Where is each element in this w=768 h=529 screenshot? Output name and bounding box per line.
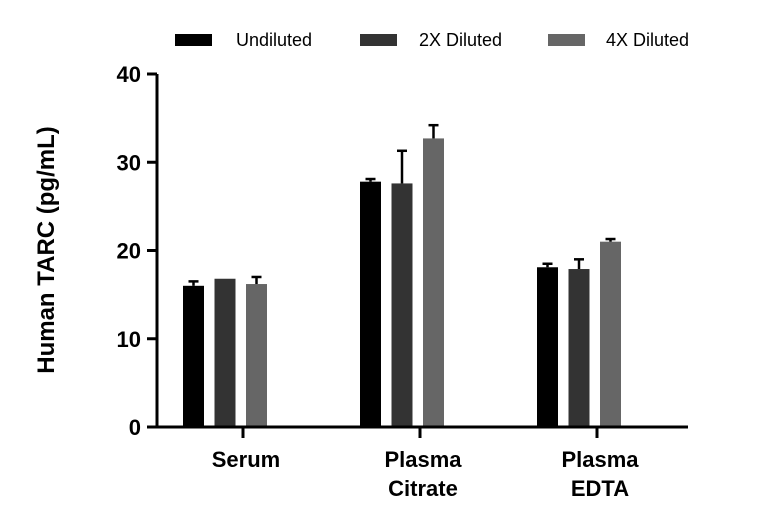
y-axis-title: Human TARC (pg/mL) bbox=[33, 126, 60, 374]
bar bbox=[537, 267, 558, 427]
legend-swatch bbox=[360, 34, 397, 46]
bar bbox=[391, 183, 413, 427]
x-category-label: Serum bbox=[212, 447, 280, 472]
y-tick-label: 20 bbox=[117, 239, 141, 264]
y-tick-label: 0 bbox=[129, 415, 141, 440]
bar bbox=[360, 181, 381, 427]
y-tick-label: 30 bbox=[117, 150, 141, 175]
legend-label: 4X Diluted bbox=[606, 30, 689, 50]
bars-layer bbox=[183, 123, 621, 428]
bar bbox=[183, 285, 204, 427]
bar bbox=[423, 138, 444, 428]
bar bbox=[246, 284, 267, 427]
x-category-label: Citrate bbox=[388, 476, 458, 501]
y-tick-label: 40 bbox=[117, 62, 141, 87]
y-tick-label: 10 bbox=[117, 327, 141, 352]
x-category-label: Plasma bbox=[561, 447, 639, 472]
bar bbox=[214, 278, 236, 427]
bar bbox=[600, 241, 621, 427]
axes-layer: 0 10 20 30 40 Serum Plasma Citrate Plasma EDTA bbox=[117, 62, 688, 501]
legend-swatch bbox=[548, 34, 585, 46]
bar bbox=[568, 269, 590, 427]
x-category-label: Plasma bbox=[384, 447, 462, 472]
x-category-label: EDTA bbox=[571, 476, 629, 501]
legend-swatch bbox=[175, 34, 212, 46]
legend: Undiluted 2X Diluted 4X Diluted bbox=[175, 30, 689, 50]
legend-label: Undiluted bbox=[236, 30, 312, 50]
legend-label: 2X Diluted bbox=[419, 30, 502, 50]
